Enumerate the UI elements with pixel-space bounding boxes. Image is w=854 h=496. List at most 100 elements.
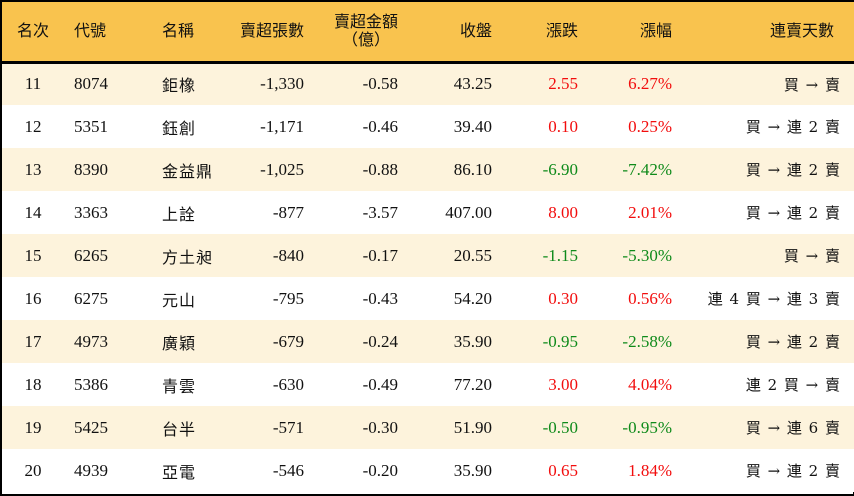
- cell-streak: 連 2 買 → 賣: [745, 376, 840, 394]
- cell-volume: -877: [272, 202, 304, 222]
- cell-amount: -0.30: [362, 417, 398, 437]
- table-row: 15 6265 方土昶 -840 -0.17 20.55 -1.15 -5.30…: [2, 234, 854, 277]
- cell-close: 51.90: [453, 417, 492, 437]
- table-row: 13 8390 金益鼎 -1,025 -0.88 86.10 -6.90 -7.…: [2, 148, 854, 191]
- cell-rank: 15: [24, 245, 42, 265]
- cell-name: 金益鼎: [162, 161, 214, 181]
- cell-amount: -0.43: [362, 288, 398, 308]
- cell-streak: 買 → 賣: [783, 75, 840, 94]
- cell-name: 台半: [162, 419, 197, 439]
- header-change: 漲跌: [545, 21, 578, 41]
- cell-amount: -0.17: [362, 245, 398, 265]
- cell-change-pct: -0.95%: [622, 417, 672, 437]
- cell-amount: -0.88: [362, 159, 398, 179]
- cell-change-pct: 0.56%: [628, 288, 672, 308]
- table-row: 12 5351 鈺創 -1,171 -0.46 39.40 0.10 0.25%…: [2, 105, 854, 148]
- cell-change: -1.15: [542, 245, 578, 265]
- cell-volume: -571: [272, 417, 304, 437]
- cell-streak: 買 → 連 2 賣: [745, 204, 840, 222]
- cell-code: 6275: [74, 288, 108, 308]
- cell-amount: -3.57: [362, 202, 398, 222]
- cell-amount: -0.58: [362, 74, 398, 94]
- cell-volume: -795: [272, 288, 304, 308]
- cell-volume: -630: [272, 374, 304, 394]
- cell-rank: 19: [24, 417, 42, 437]
- cell-streak: 買 → 連 2 賣: [745, 118, 840, 136]
- cell-close: 43.25: [453, 74, 492, 94]
- cell-code: 6265: [74, 245, 108, 265]
- cell-code: 8074: [74, 74, 108, 94]
- cell-volume: -679: [272, 331, 304, 351]
- cell-streak: 買 → 連 6 賣: [745, 419, 840, 437]
- cell-code: 8390: [74, 159, 108, 179]
- cell-close: 20.55: [453, 245, 492, 265]
- cell-change-pct: 0.25%: [628, 116, 672, 136]
- header-net-sell-amount-line2: （億）: [341, 30, 390, 50]
- cell-change-pct: 6.27%: [628, 74, 672, 94]
- cell-close: 77.20: [453, 374, 492, 394]
- cell-rank: 17: [24, 331, 42, 351]
- cell-change-pct: -2.58%: [622, 331, 672, 351]
- cell-change-pct: -7.42%: [622, 159, 672, 179]
- cell-change: 0.30: [548, 288, 578, 308]
- cell-change-pct: -5.30%: [622, 245, 672, 265]
- cell-name: 元山: [162, 290, 197, 310]
- cell-volume: -546: [272, 460, 304, 480]
- header-rank: 名次: [16, 21, 49, 41]
- cell-close: 407.00: [445, 202, 492, 222]
- cell-code: 5425: [74, 417, 108, 437]
- cell-close: 54.20: [453, 288, 492, 308]
- cell-code: 4973: [74, 331, 108, 351]
- header-streak: 連賣天數: [769, 21, 834, 41]
- cell-change: -6.90: [542, 159, 578, 179]
- cell-rank: 12: [24, 116, 42, 136]
- cell-amount: -0.49: [362, 374, 398, 394]
- cell-code: 3363: [74, 202, 108, 222]
- header-net-sell-volume: 賣超張數: [239, 21, 304, 41]
- cell-close: 35.90: [453, 460, 492, 480]
- cell-rank: 11: [24, 74, 42, 94]
- cell-name: 青雲: [162, 376, 197, 396]
- cell-streak: 買 → 連 2 賣: [745, 333, 840, 351]
- cell-rank: 14: [24, 202, 42, 222]
- cell-change-pct: 2.01%: [628, 202, 672, 222]
- cell-change-pct: 1.84%: [628, 460, 672, 480]
- cell-name: 鈺創: [162, 118, 197, 138]
- cell-streak: 買 → 連 2 賣: [745, 161, 840, 179]
- table-body: 11 8074 鉅橡 -1,330 -0.58 43.25 2.55 6.27%…: [2, 62, 854, 492]
- cell-name: 鉅橡: [162, 76, 197, 96]
- table-row: 16 6275 元山 -795 -0.43 54.20 0.30 0.56% 連…: [2, 277, 854, 320]
- table-row: 17 4973 廣穎 -679 -0.24 35.90 -0.95 -2.58%…: [2, 320, 854, 363]
- cell-rank: 13: [24, 159, 42, 179]
- cell-volume: -840: [272, 245, 304, 265]
- cell-change: 8.00: [548, 202, 578, 222]
- cell-name: 廣穎: [162, 333, 197, 353]
- cell-code: 4939: [74, 460, 108, 480]
- table-header: 名次 代號 名稱 賣超張數 賣超金額 （億） 收盤 漲跌 漲幅 連賣天數: [2, 2, 854, 62]
- cell-rank: 20: [24, 460, 42, 480]
- table-row: 20 4939 亞電 -546 -0.20 35.90 0.65 1.84% 買…: [2, 449, 854, 492]
- cell-close: 39.40: [453, 116, 492, 136]
- cell-amount: -0.24: [362, 331, 398, 351]
- cell-change: 0.65: [548, 460, 578, 480]
- cell-change: 2.55: [548, 74, 578, 94]
- table-row: 19 5425 台半 -571 -0.30 51.90 -0.50 -0.95%…: [2, 406, 854, 449]
- cell-change: -0.50: [542, 417, 578, 437]
- header-row: 名次 代號 名稱 賣超張數 賣超金額 （億） 收盤 漲跌 漲幅 連賣天數: [2, 2, 854, 62]
- table-row: 14 3363 上詮 -877 -3.57 407.00 8.00 2.01% …: [2, 191, 854, 234]
- cell-close: 86.10: [453, 159, 492, 179]
- cell-change: -0.95: [542, 331, 578, 351]
- cell-rank: 16: [24, 288, 42, 308]
- cell-volume: -1,025: [260, 159, 304, 179]
- cell-change: 3.00: [548, 374, 578, 394]
- cell-amount: -0.46: [362, 116, 398, 136]
- header-net-sell-amount-line1: 賣超金額: [333, 12, 398, 32]
- cell-name: 上詮: [162, 204, 197, 224]
- cell-streak: 買 → 賣: [783, 247, 840, 265]
- header-net-sell-amount: 賣超金額 （億）: [314, 2, 404, 62]
- cell-name: 亞電: [162, 462, 197, 482]
- header-code: 代號: [74, 21, 107, 41]
- cell-rank: 18: [24, 374, 42, 394]
